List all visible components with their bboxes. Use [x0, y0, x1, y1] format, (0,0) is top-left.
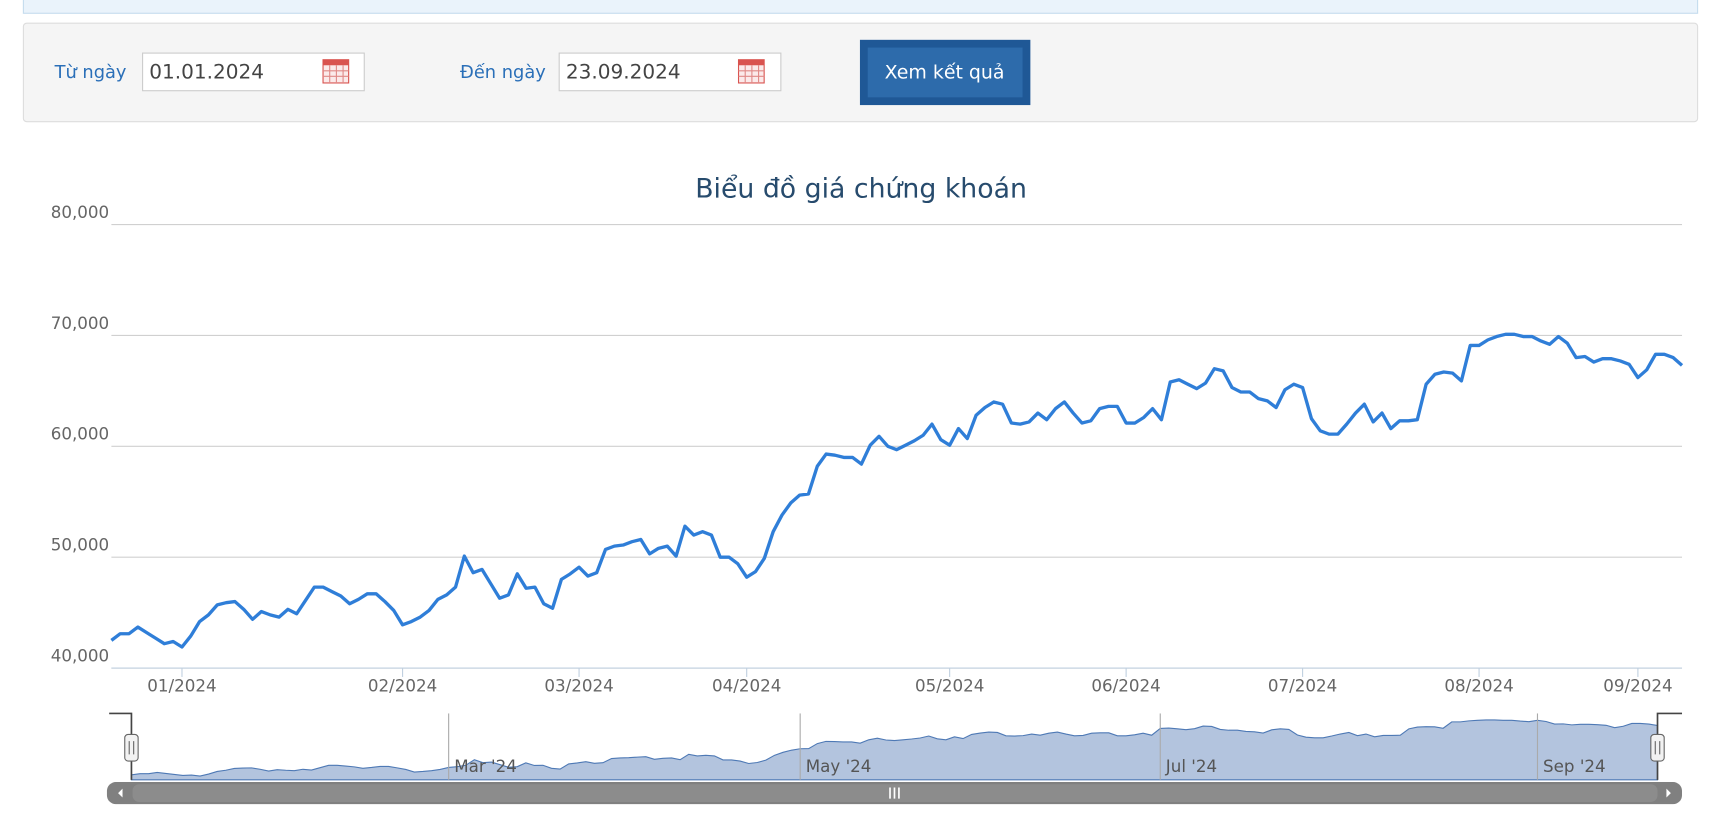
- to-label: Đến ngày: [460, 62, 546, 83]
- navigator-label: May '24: [806, 757, 872, 776]
- navigator-area: [130, 719, 1659, 781]
- plot: 40,000 50,000 60,000 70,000 80,000 01/2024 02/…: [51, 203, 1684, 695]
- y-tick-label: 70,000: [51, 314, 109, 333]
- calendar-icon[interactable]: [737, 59, 765, 84]
- top-banner: [22, 0, 1699, 14]
- x-tick-label: 06/2024: [1091, 676, 1160, 695]
- navigator-handle[interactable]: [124, 733, 139, 762]
- y-tick-label: 60,000: [51, 425, 109, 444]
- calendar-icon[interactable]: [322, 59, 350, 84]
- navigator-handle[interactable]: [1650, 733, 1665, 762]
- y-tick-label: 80,000: [51, 203, 109, 222]
- handle-body: [1650, 733, 1665, 762]
- x-tick-label: 07/2024: [1268, 676, 1337, 695]
- y-tick-label: 50,000: [51, 536, 109, 555]
- navigator: Mar '24 May '24 Jul '24 Sep '24: [109, 712, 1683, 781]
- x-tick-label: 01/2024: [147, 676, 216, 695]
- x-tick-label: 03/2024: [544, 676, 613, 695]
- x-tick-label: 04/2024: [712, 676, 781, 695]
- price-line: [110, 332, 1684, 649]
- navigator-label: Mar '24: [454, 757, 517, 776]
- x-tick-label: 02/2024: [368, 676, 437, 695]
- x-tick-label: 09/2024: [1603, 676, 1672, 695]
- from-label: Từ ngày: [54, 63, 127, 83]
- x-tick-label: 05/2024: [915, 676, 984, 695]
- submit-button-label: Xem kết quả: [885, 62, 1005, 84]
- handle-grip: [1654, 741, 1661, 755]
- x-tick-label: 08/2024: [1444, 676, 1513, 695]
- navigator-label: Sep '24: [1543, 757, 1606, 776]
- to-date-value: 23.09.2024: [566, 60, 681, 84]
- from-date-value: 01.01.2024: [149, 60, 264, 84]
- handle-body: [124, 733, 139, 762]
- navigator-label: Jul '24: [1165, 757, 1217, 776]
- submit-button-inner: [867, 47, 1023, 98]
- chart-title: Biểu đồ giá chứng khoán: [695, 174, 1027, 205]
- handle-grip: [128, 741, 135, 755]
- scrollbar[interactable]: [106, 782, 1683, 805]
- y-tick-label: 40,000: [51, 647, 109, 666]
